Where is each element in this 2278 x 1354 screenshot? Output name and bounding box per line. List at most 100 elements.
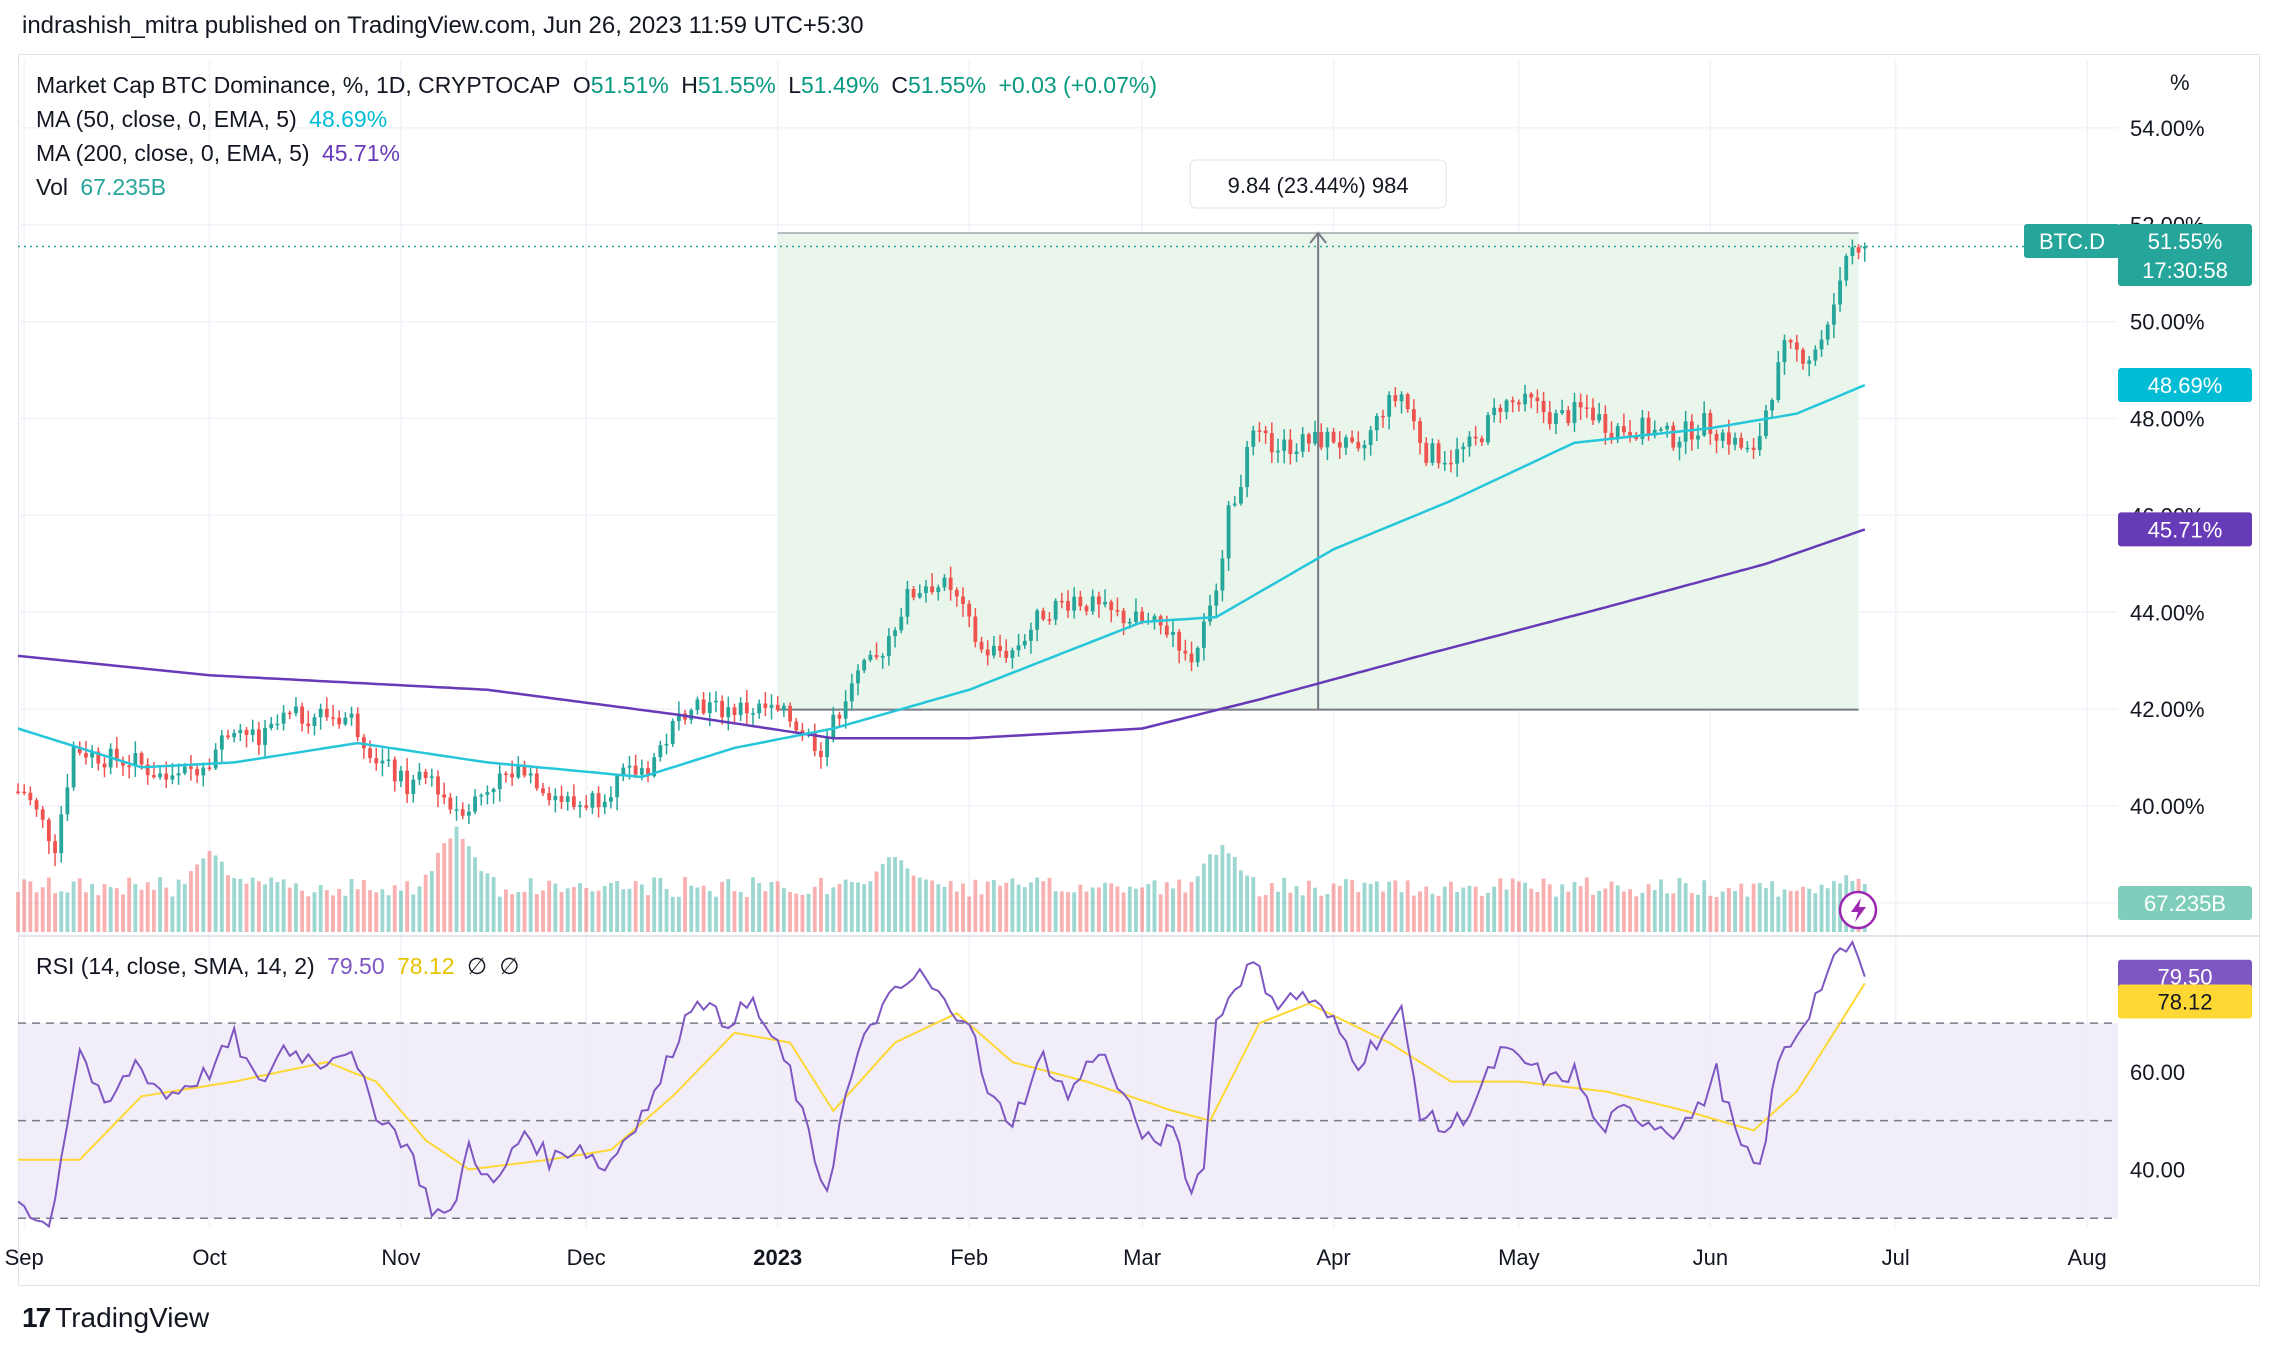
candle-body [1189, 653, 1194, 663]
candle-body [812, 732, 817, 751]
volume-bar [1547, 884, 1552, 932]
volume-bar [763, 891, 768, 932]
price-axis-label: 48.00% [2130, 406, 2205, 431]
volume-bar [800, 894, 805, 932]
candle-body [349, 713, 354, 718]
candle-body [886, 636, 891, 657]
volume-bar [1708, 895, 1713, 932]
candle-body [300, 706, 305, 724]
legend-symbol[interactable]: Market Cap BTC Dominance, %, 1D, CRYPTOC… [36, 72, 561, 98]
candle-body [189, 766, 193, 769]
legend-ma200[interactable]: MA (200, close, 0, EMA, 5) 45.71% [36, 140, 406, 167]
volume-bar [1047, 877, 1052, 932]
candle-body [1066, 600, 1070, 611]
volume-bar [1325, 893, 1330, 932]
volume-bar [1066, 892, 1070, 932]
volume-bar [1770, 881, 1775, 932]
volume-bar [1807, 888, 1812, 932]
price-axis-label: 50.00% [2130, 310, 2205, 335]
volume-bar [831, 887, 836, 932]
volume-bar [238, 878, 243, 932]
candle-body [287, 712, 292, 715]
volume-bar [1788, 890, 1793, 932]
measure-tool[interactable]: 9.84 (23.44%) 984 [777, 159, 1859, 711]
candle-body [1578, 402, 1583, 408]
candle-body [1726, 432, 1731, 445]
candle-body [905, 588, 910, 617]
volume-bar [1449, 881, 1453, 932]
candle-body [726, 707, 731, 718]
volume-bar [930, 880, 935, 932]
volume-bar [386, 895, 391, 932]
candle-body [1239, 487, 1243, 504]
candle-body [1381, 415, 1385, 418]
candle-body [114, 748, 119, 761]
legend-l-label: L [788, 72, 802, 98]
candle-body [1813, 349, 1818, 361]
volume-bar [65, 892, 70, 932]
ma200-badge-bg [2118, 512, 2252, 547]
candle-body [1819, 339, 1824, 350]
candle-body [1269, 433, 1274, 453]
volume-bar [1164, 882, 1169, 932]
volume-bar [738, 892, 743, 932]
volume-bar [1720, 891, 1725, 932]
candle-body [454, 809, 459, 811]
candle-body [646, 768, 650, 777]
volume-bar [1411, 895, 1416, 932]
candle-body [701, 699, 706, 714]
candle-body [775, 704, 780, 710]
volume-bar [1541, 878, 1546, 932]
candle-body [893, 630, 897, 637]
candle-body [862, 659, 867, 671]
legend-vol[interactable]: Vol 67.235B [36, 174, 172, 201]
volume-bar [349, 878, 354, 932]
candle-body [936, 587, 941, 593]
candle-body [244, 729, 249, 736]
volume-bar [1640, 892, 1645, 932]
volume-bar [1201, 863, 1206, 932]
volume-bar [1294, 886, 1299, 932]
volume-bar [1127, 886, 1132, 932]
volume-bar [1591, 894, 1595, 932]
volume-bar [1072, 892, 1077, 932]
volume-bar [269, 877, 274, 932]
volume-bar [176, 879, 181, 932]
candle-body [1831, 304, 1836, 325]
volume-bar [436, 852, 440, 932]
price-badge: 51.55% [2148, 229, 2223, 254]
volume-bar [856, 882, 860, 932]
volume-bar [1486, 892, 1490, 932]
legend-ma50[interactable]: MA (50, close, 0, EMA, 5) 48.69% [36, 106, 393, 133]
candle-body [324, 708, 329, 718]
volume-bar [924, 879, 928, 932]
candle-body [559, 796, 564, 802]
volume-bar [318, 885, 323, 932]
volume-bar [114, 888, 119, 932]
volume-bar [1078, 884, 1083, 932]
candle-body [1029, 629, 1033, 641]
legend-rsi[interactable]: RSI (14, close, SMA, 14, 2) 79.50 78.12 … [36, 953, 525, 980]
candle-body [553, 796, 558, 801]
volume-bar [1146, 884, 1151, 932]
volume-bar [1350, 879, 1355, 932]
volume-bar [121, 894, 125, 932]
candle-body [547, 793, 552, 801]
candle-body [423, 771, 428, 778]
volume-bar [1498, 878, 1503, 932]
candle-body [571, 796, 576, 807]
volume-bar [1344, 879, 1348, 932]
candle-body [1436, 443, 1441, 464]
volume-bar [1084, 891, 1089, 932]
candle-body [1529, 393, 1534, 398]
candle-body [652, 757, 657, 777]
volume-bar [491, 877, 496, 932]
candle-body [1096, 596, 1101, 605]
volume-bar [423, 874, 428, 932]
volume-bar [893, 856, 897, 932]
rsi-axis-label: 60.00 [2130, 1060, 2185, 1085]
time-axis-label: Mar [1123, 1245, 1161, 1270]
volume-bar [547, 880, 552, 932]
tradingview-logo[interactable]: 17 TradingView [22, 1302, 209, 1334]
